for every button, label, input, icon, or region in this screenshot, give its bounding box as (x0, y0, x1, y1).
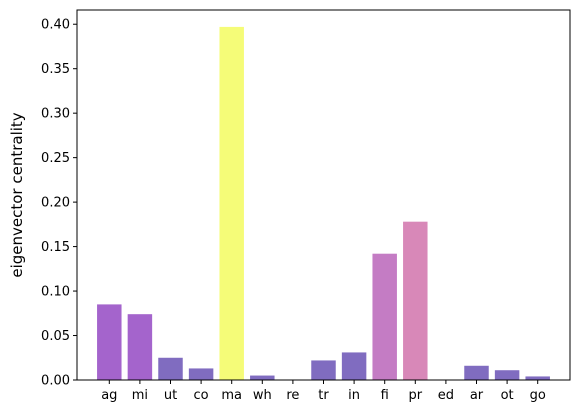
bar-tr (311, 360, 336, 380)
bar-ma (219, 26, 244, 380)
bar-ag (97, 304, 122, 380)
x-tick-label-co: co (194, 388, 209, 403)
y-tick-label: 0.15 (41, 240, 70, 255)
x-tick-label-re: re (286, 388, 299, 403)
bar-in (341, 352, 367, 380)
x-tick-label-ma: ma (221, 388, 242, 403)
bar-ot (494, 370, 520, 380)
x-tick-label-ut: ut (164, 388, 177, 403)
y-tick-label: 0.20 (41, 196, 70, 211)
y-axis: 0.00 0.05 0.10 0.15 0.20 0.25 0.30 0.35 0.40 (41, 18, 77, 389)
bar-co (188, 368, 214, 380)
bars-group (97, 26, 550, 380)
y-axis-label: eigenvector centrality (8, 112, 26, 277)
plot-frame (76, 9, 571, 381)
bar-fi (372, 253, 397, 380)
y-tick-label: 0.40 (41, 18, 70, 33)
x-tick-label-go: go (530, 388, 546, 403)
y-tick-label: 0.05 (41, 329, 70, 344)
x-axis: ag mi ut co ma wh re tr in fi pr ed ar ot go (101, 380, 546, 403)
x-tick-label-wh: wh (253, 388, 272, 403)
x-tick-label-ar: ar (470, 388, 484, 403)
x-tick-label-ed: ed (438, 388, 454, 403)
x-tick-label-in: in (348, 388, 360, 403)
bar-wh (250, 375, 275, 380)
x-tick-label-ot: ot (501, 388, 514, 403)
y-tick-label: 0.25 (41, 151, 70, 166)
bar-pr (403, 221, 428, 380)
bar-mi (127, 314, 153, 380)
y-tick-label: 0.00 (41, 374, 70, 389)
y-tick-label: 0.30 (41, 107, 70, 122)
x-tick-label-fi: fi (381, 388, 389, 403)
bar-ut (158, 357, 183, 380)
x-tick-label-mi: mi (132, 388, 148, 403)
bar-go (525, 376, 550, 380)
y-tick-label: 0.10 (41, 285, 70, 300)
x-tick-label-pr: pr (408, 388, 422, 403)
x-tick-label-ag: ag (101, 388, 117, 403)
y-tick-label: 0.35 (41, 62, 70, 77)
x-tick-label-tr: tr (318, 388, 329, 403)
bar-ar (464, 365, 489, 380)
